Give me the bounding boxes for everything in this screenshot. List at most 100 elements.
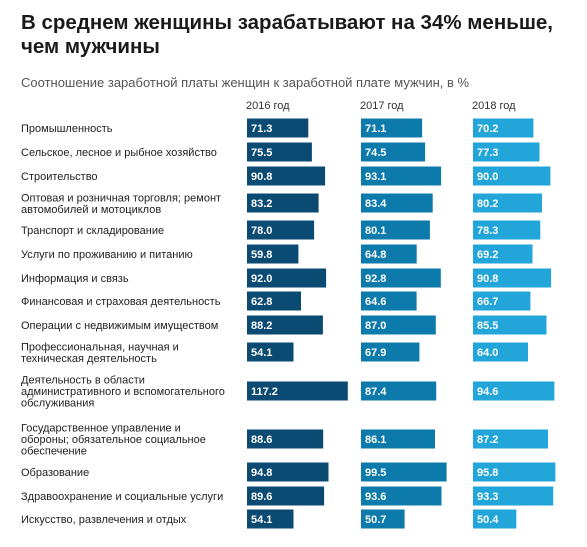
- data-label: 117.2: [251, 386, 278, 398]
- data-label: 99.5: [365, 467, 386, 479]
- bar: [473, 315, 547, 335]
- bar: [361, 315, 436, 335]
- bar: [247, 509, 294, 529]
- bar: [247, 342, 294, 362]
- bar: [473, 509, 517, 529]
- bar: [473, 268, 552, 288]
- data-label: 85.5: [477, 320, 498, 332]
- bar: [473, 429, 548, 449]
- data-label: 78.3: [477, 225, 498, 237]
- data-label: 70.2: [477, 123, 498, 135]
- bar: [473, 381, 555, 401]
- bar: [361, 429, 435, 449]
- bar: [247, 268, 327, 288]
- category-label: Услуги по проживанию и питанию: [21, 249, 193, 261]
- data-label: 54.1: [251, 514, 272, 526]
- data-label: 67.9: [365, 347, 386, 359]
- data-label: 77.3: [477, 147, 498, 159]
- category-label: Профессиональная, научная и техническая д…: [21, 341, 179, 365]
- bar: [247, 118, 309, 138]
- data-label: 69.2: [477, 249, 498, 261]
- bar: [473, 220, 541, 240]
- data-label: 50.4: [477, 514, 499, 526]
- bar: [473, 244, 533, 264]
- bar: [361, 462, 447, 482]
- bar: [473, 342, 528, 362]
- data-label: 93.1: [365, 171, 386, 183]
- data-label: 71.3: [251, 123, 272, 135]
- chart-title: В среднем женщины зарабатывают на 34% ме…: [21, 11, 553, 58]
- category-label: Сельское, лесное и рыбное хозяйство: [21, 147, 217, 159]
- data-label: 92.0: [251, 273, 272, 285]
- category-label: Здравоохранение и социальные услуги: [21, 491, 223, 503]
- series-header: 2017 год: [360, 100, 404, 112]
- data-label: 87.2: [477, 434, 498, 446]
- data-label: 74.5: [365, 147, 386, 159]
- bar: [247, 244, 299, 264]
- bar: [247, 462, 329, 482]
- data-label: 88.6: [251, 434, 272, 446]
- bar: [247, 381, 348, 401]
- data-label: 64.8: [365, 249, 386, 261]
- bar: [247, 166, 326, 186]
- bar: [361, 166, 442, 186]
- data-label: 93.6: [365, 491, 386, 503]
- data-label: 71.1: [365, 123, 386, 135]
- category-label: Строительство: [21, 171, 98, 183]
- data-label: 90.8: [477, 273, 498, 285]
- bar: [473, 291, 531, 311]
- category-label: Деятельность в области административного …: [21, 375, 225, 410]
- bar: [361, 244, 417, 264]
- bar: [247, 193, 319, 213]
- series-header: 2016 год: [246, 100, 290, 112]
- bar: [473, 462, 556, 482]
- bar: [247, 291, 301, 311]
- data-label: 95.8: [477, 467, 498, 479]
- bar: [361, 381, 437, 401]
- data-label: 78.0: [251, 225, 272, 237]
- data-label: 88.2: [251, 320, 272, 332]
- data-label: 64.6: [365, 296, 386, 308]
- category-label: Транспорт и складирование: [21, 225, 164, 237]
- data-label: 86.1: [365, 434, 386, 446]
- data-label: 83.2: [251, 198, 272, 210]
- bar: [473, 166, 551, 186]
- bar: [473, 193, 542, 213]
- data-label: 94.8: [251, 467, 272, 479]
- bar: [247, 142, 312, 162]
- data-label: 93.3: [477, 491, 498, 503]
- data-label: 80.1: [365, 225, 386, 237]
- chart-subtitle: Соотношение заработной платы женщин к за…: [21, 75, 470, 90]
- data-label: 54.1: [251, 347, 272, 359]
- bar: [361, 142, 426, 162]
- bar: [247, 486, 325, 506]
- category-label: Государственное управление и обороны; обя…: [21, 423, 206, 458]
- data-label: 66.7: [477, 296, 498, 308]
- bar: [247, 220, 315, 240]
- bar: [473, 486, 554, 506]
- data-label: 89.6: [251, 491, 272, 503]
- data-label: 62.8: [251, 296, 272, 308]
- bar: [361, 342, 420, 362]
- data-label: 75.5: [251, 147, 272, 159]
- category-label: Финансовая и страховая деятельность: [21, 296, 221, 308]
- data-label: 90.8: [251, 171, 272, 183]
- bar: [247, 429, 324, 449]
- data-label: 59.8: [251, 249, 272, 261]
- category-label: Образование: [21, 467, 89, 479]
- bar: [361, 118, 423, 138]
- data-label: 64.0: [477, 347, 498, 359]
- data-label: 87.4: [365, 386, 387, 398]
- data-label: 80.2: [477, 198, 498, 210]
- bar: [361, 291, 417, 311]
- data-label: 94.6: [477, 386, 498, 398]
- bar: [361, 509, 405, 529]
- category-label: Искусство, развлечения и отдых: [21, 514, 187, 526]
- data-label: 87.0: [365, 320, 386, 332]
- data-label: 92.8: [365, 273, 386, 285]
- bar: [473, 118, 534, 138]
- data-label: 83.4: [365, 198, 387, 210]
- bar: [361, 220, 430, 240]
- category-label: Промышленность: [21, 123, 113, 135]
